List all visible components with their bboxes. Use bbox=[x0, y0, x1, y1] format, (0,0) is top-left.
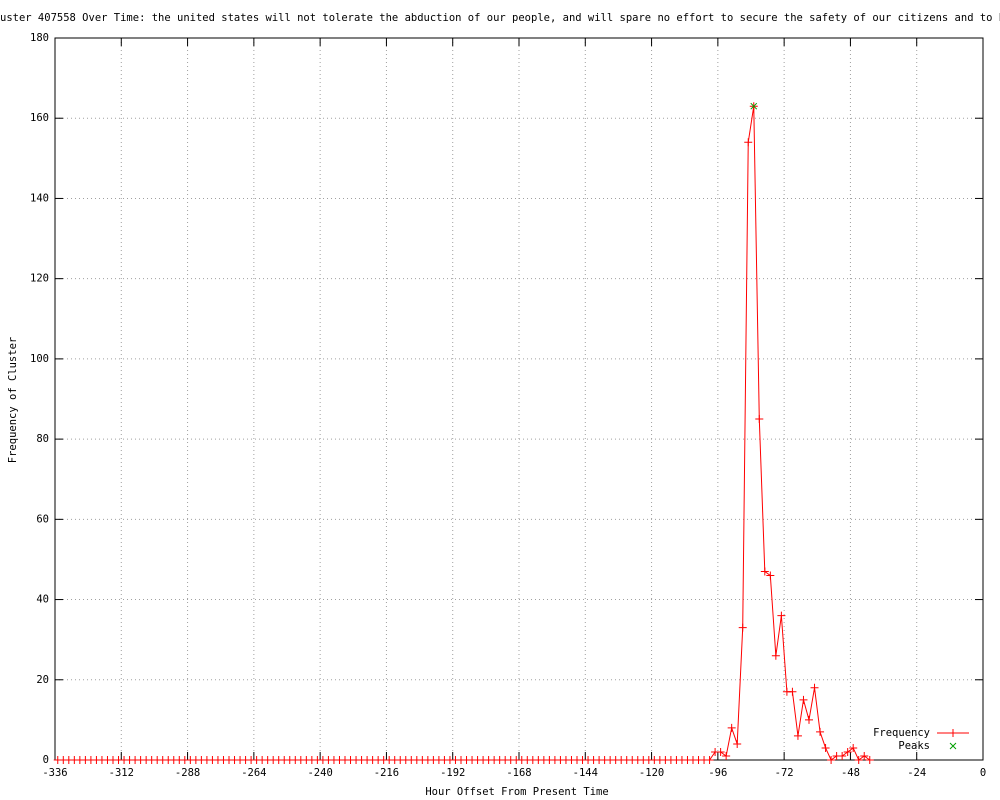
y-tick-label: 160 bbox=[30, 112, 49, 124]
x-tick-label: -264 bbox=[241, 767, 266, 779]
data-point bbox=[799, 695, 808, 704]
x-tick-label: -96 bbox=[708, 767, 727, 779]
legend-marker bbox=[949, 729, 957, 737]
legend-label: Frequency bbox=[873, 727, 930, 739]
x-tick-label: -144 bbox=[573, 767, 598, 779]
data-point bbox=[843, 747, 852, 756]
data-point bbox=[793, 731, 802, 740]
data-point bbox=[821, 743, 830, 752]
data-point bbox=[750, 102, 758, 110]
x-tick-label: -288 bbox=[175, 767, 200, 779]
y-axis-label: Frequency of Cluster bbox=[7, 337, 19, 463]
data-point bbox=[771, 651, 780, 660]
data-point bbox=[755, 415, 764, 424]
data-point bbox=[744, 138, 753, 147]
data-point bbox=[838, 751, 847, 760]
y-tick-label: 100 bbox=[30, 353, 49, 365]
y-tick-label: 80 bbox=[36, 433, 49, 445]
data-point bbox=[766, 571, 775, 580]
legend-label: Peaks bbox=[898, 740, 930, 752]
data-point bbox=[716, 747, 725, 756]
data-point bbox=[810, 683, 819, 692]
data-point bbox=[865, 756, 874, 764]
legend-marker bbox=[949, 742, 957, 750]
y-tick-label: 180 bbox=[30, 32, 49, 44]
x-tick-label: 0 bbox=[980, 767, 986, 779]
data-point bbox=[760, 567, 769, 576]
x-axis-label: Hour Offset From Present Time bbox=[425, 786, 608, 798]
data-point bbox=[849, 743, 858, 752]
data-point bbox=[827, 756, 836, 764]
data-point bbox=[738, 623, 747, 632]
y-tick-label: 40 bbox=[36, 594, 49, 606]
y-tick-label: 120 bbox=[30, 273, 49, 285]
y-tick-label: 0 bbox=[43, 754, 49, 766]
x-tick-label: -168 bbox=[506, 767, 531, 779]
x-tick-label: -216 bbox=[374, 767, 399, 779]
x-tick-label: -240 bbox=[307, 767, 332, 779]
data-point bbox=[860, 751, 869, 760]
data-point bbox=[722, 751, 731, 760]
x-tick-label: -24 bbox=[907, 767, 926, 779]
data-point bbox=[854, 756, 863, 764]
x-tick-label: -336 bbox=[42, 767, 67, 779]
data-point bbox=[705, 756, 714, 764]
x-tick-label: -192 bbox=[440, 767, 465, 779]
x-tick-label: -312 bbox=[109, 767, 134, 779]
x-tick-label: -120 bbox=[639, 767, 664, 779]
y-tick-label: 140 bbox=[30, 192, 49, 204]
x-tick-label: -72 bbox=[775, 767, 794, 779]
data-point bbox=[816, 727, 825, 736]
data-point bbox=[727, 723, 736, 732]
y-tick-label: 20 bbox=[36, 674, 49, 686]
y-tick-label: 60 bbox=[36, 513, 49, 525]
x-tick-label: -48 bbox=[841, 767, 860, 779]
data-point bbox=[777, 611, 786, 620]
chart-title: uster 407558 Over Time: the united state… bbox=[0, 12, 1000, 24]
data-point bbox=[733, 739, 742, 748]
data-point bbox=[805, 715, 813, 724]
data-point bbox=[788, 687, 797, 696]
